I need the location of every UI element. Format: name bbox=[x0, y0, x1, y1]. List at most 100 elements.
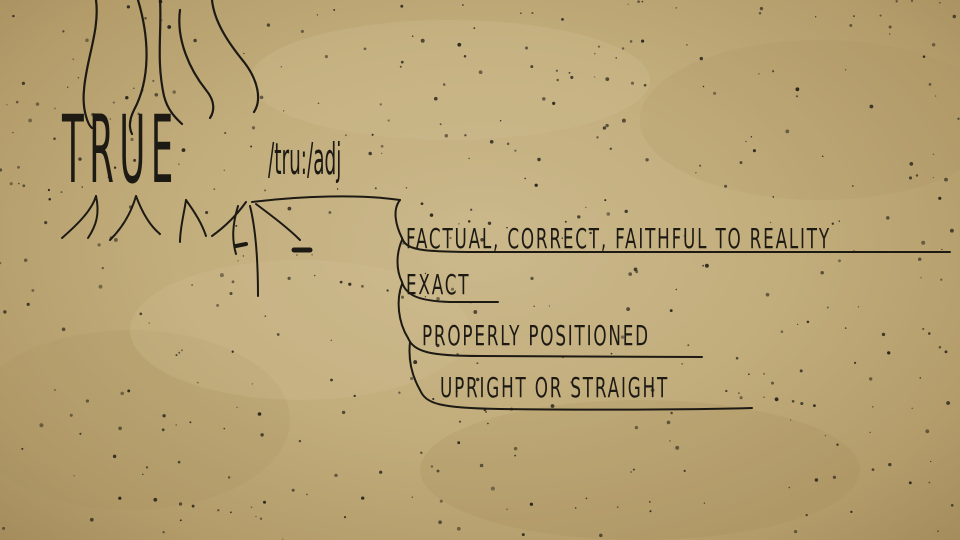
speckle bbox=[922, 55, 926, 58]
root bbox=[211, 201, 247, 237]
speckle bbox=[438, 520, 442, 525]
speckle bbox=[788, 486, 791, 489]
speckle bbox=[530, 276, 534, 281]
speckle bbox=[298, 439, 302, 443]
speckle bbox=[264, 315, 267, 317]
speckle bbox=[938, 196, 942, 200]
speckle bbox=[615, 57, 617, 59]
speckle bbox=[670, 411, 673, 415]
speckle bbox=[911, 407, 913, 410]
speckle bbox=[529, 502, 534, 506]
speckle bbox=[889, 33, 891, 35]
speckle bbox=[67, 118, 70, 121]
speckle bbox=[152, 79, 155, 82]
speckle bbox=[120, 391, 124, 396]
speckle bbox=[179, 519, 182, 522]
speckle bbox=[624, 209, 628, 214]
speckle bbox=[251, 126, 256, 130]
speckle bbox=[946, 401, 950, 405]
speckle bbox=[675, 288, 678, 291]
speckle bbox=[750, 136, 753, 138]
speckle bbox=[458, 223, 460, 225]
speckle bbox=[872, 406, 874, 408]
speckle bbox=[939, 2, 941, 4]
speckle bbox=[458, 420, 462, 423]
speckle bbox=[649, 510, 652, 513]
speckle bbox=[869, 431, 871, 434]
speckle bbox=[243, 52, 245, 55]
speckle bbox=[411, 496, 414, 499]
speckle bbox=[283, 110, 285, 112]
speckle bbox=[919, 377, 922, 379]
speckle bbox=[91, 112, 95, 117]
speckle bbox=[577, 215, 581, 219]
speckle bbox=[806, 320, 810, 324]
speckle bbox=[634, 425, 639, 430]
speckle bbox=[324, 55, 328, 59]
speckle bbox=[650, 388, 655, 392]
speckle bbox=[54, 389, 56, 391]
speckle bbox=[127, 389, 131, 393]
definition-bracket bbox=[396, 239, 403, 283]
speckle bbox=[295, 254, 298, 256]
speckle bbox=[398, 391, 401, 394]
speckle bbox=[306, 493, 308, 496]
speckle bbox=[264, 189, 267, 192]
speckle bbox=[949, 228, 954, 233]
speckle bbox=[0, 168, 3, 172]
speckle bbox=[259, 95, 264, 100]
speckle bbox=[844, 69, 847, 71]
speckle bbox=[799, 369, 803, 373]
speckle bbox=[250, 145, 253, 148]
speckle bbox=[702, 264, 705, 267]
speckle bbox=[815, 16, 817, 18]
speckle bbox=[938, 346, 942, 349]
speckle bbox=[2, 526, 6, 530]
speckle bbox=[849, 23, 853, 28]
speckle bbox=[585, 497, 588, 500]
speckle bbox=[22, 184, 26, 188]
speckle bbox=[752, 149, 756, 153]
speckle bbox=[533, 305, 535, 308]
speckle bbox=[424, 296, 427, 298]
speckle bbox=[444, 134, 448, 138]
root bbox=[135, 195, 161, 235]
speckle bbox=[430, 465, 434, 468]
speckle bbox=[596, 136, 599, 139]
speckle bbox=[66, 86, 69, 88]
speckle bbox=[940, 278, 943, 281]
hair-strand bbox=[82, 0, 98, 130]
speckle bbox=[229, 511, 232, 514]
speckle bbox=[479, 463, 484, 468]
speckle bbox=[78, 157, 82, 161]
speckle bbox=[348, 282, 352, 286]
speckle bbox=[476, 362, 479, 365]
speckle bbox=[597, 45, 601, 48]
speckle bbox=[616, 506, 619, 508]
speckle bbox=[602, 126, 607, 130]
speckle bbox=[287, 206, 292, 211]
speckle bbox=[217, 509, 220, 512]
speckle bbox=[191, 504, 195, 508]
speckle bbox=[28, 118, 32, 123]
speckle bbox=[73, 475, 75, 477]
speckle bbox=[189, 421, 192, 424]
speckle bbox=[193, 38, 197, 43]
speckle bbox=[330, 339, 333, 342]
speckle bbox=[3, 310, 7, 314]
speckle bbox=[12, 14, 15, 18]
speckle bbox=[854, 361, 857, 364]
speckle bbox=[643, 83, 647, 87]
hair-strand bbox=[128, 0, 148, 136]
speckle bbox=[360, 284, 364, 288]
speckle bbox=[439, 499, 443, 503]
speckle bbox=[464, 134, 467, 137]
speckle bbox=[944, 177, 948, 182]
speckle bbox=[637, 0, 640, 3]
speckle bbox=[605, 123, 609, 128]
speckle bbox=[317, 102, 320, 105]
speckle bbox=[793, 529, 798, 534]
speckle bbox=[450, 287, 455, 291]
speckle bbox=[695, 172, 697, 174]
